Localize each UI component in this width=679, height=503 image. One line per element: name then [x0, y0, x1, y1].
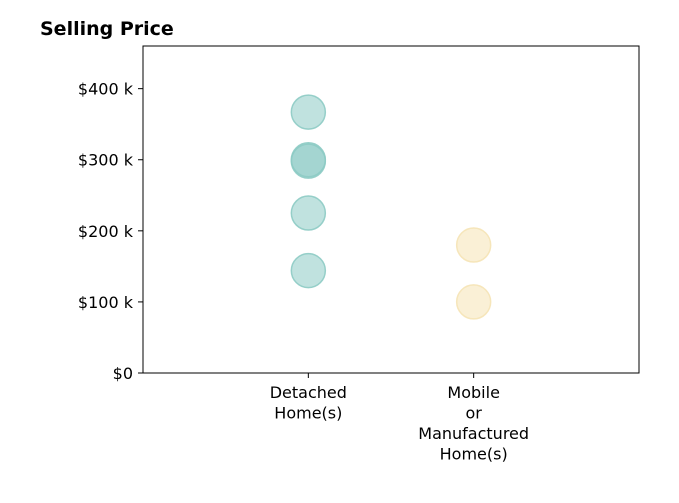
y-tick-label: $100 k: [78, 293, 134, 312]
x-tick-label: Detached: [270, 383, 347, 402]
y-tick-label: $300 k: [78, 151, 134, 170]
y-tick-label: $200 k: [78, 222, 134, 241]
x-tick-label: or: [465, 404, 482, 423]
x-tick-label: Mobile: [447, 383, 499, 402]
y-tick-label: $400 k: [78, 80, 134, 99]
y-tick-label: $0: [113, 364, 133, 383]
plot-area: [290, 94, 492, 320]
chart-title: Selling Price: [40, 18, 174, 40]
data-point: [290, 94, 327, 130]
data-point: [290, 252, 327, 289]
data-point: [455, 227, 492, 263]
plot-frame: [142, 45, 640, 374]
x-tick-label: Home(s): [274, 404, 342, 423]
x-tick-label: Manufactured: [418, 424, 529, 443]
data-point: [290, 143, 327, 179]
x-tick-label: Home(s): [440, 445, 508, 464]
data-point: [290, 195, 327, 231]
data-point: [455, 284, 492, 320]
y-axis: $0 $100 k $200 k $300 k $400 k: [78, 80, 143, 383]
